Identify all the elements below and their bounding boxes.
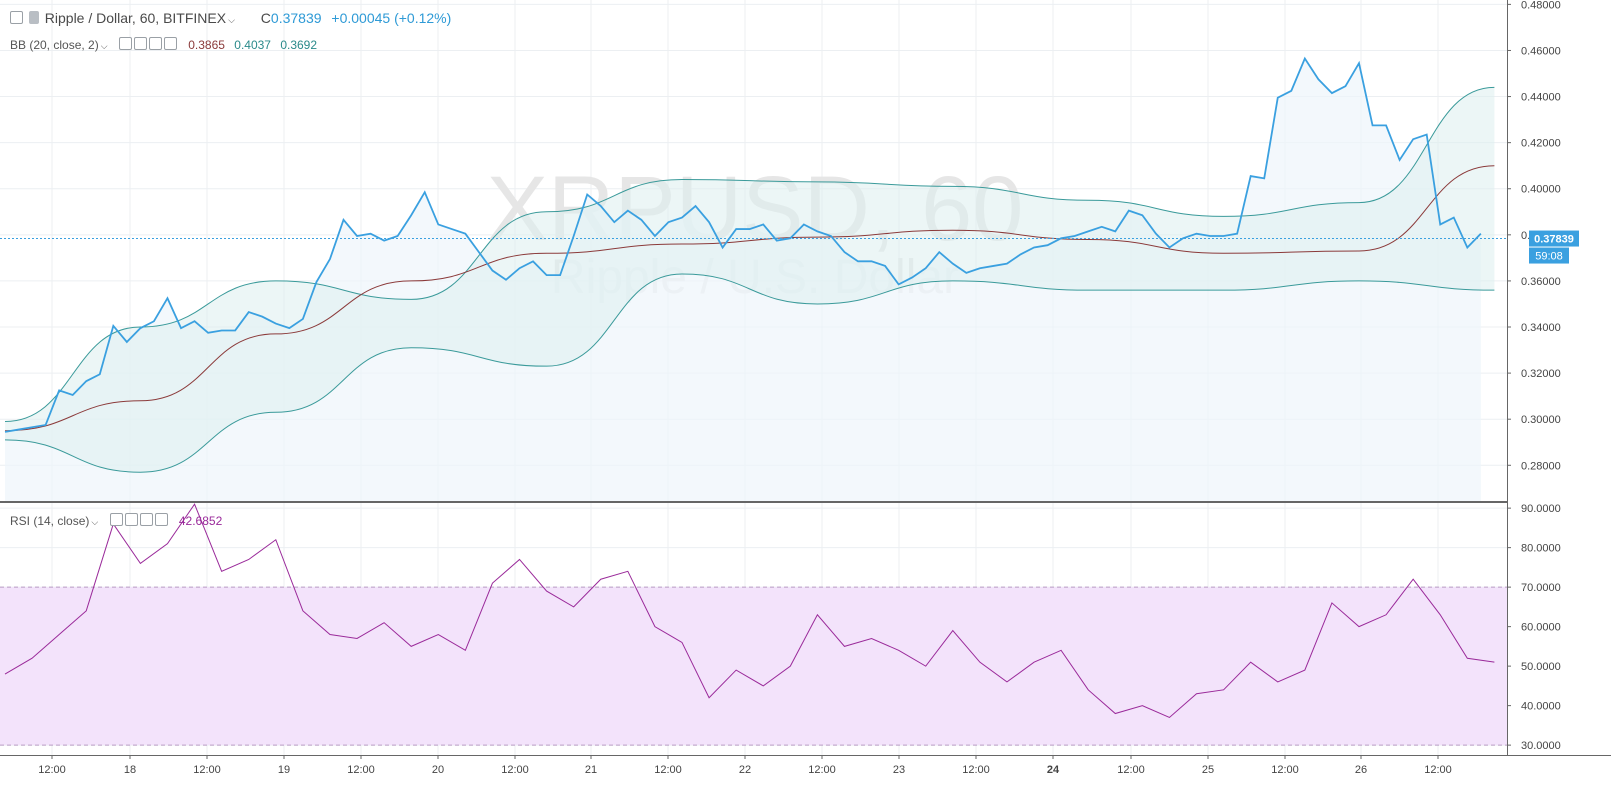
time-tick-label: 12:00	[654, 764, 682, 776]
rsi-legend: RSI (14, close) ⌵ 42.6852	[10, 513, 222, 528]
time-tick-label: 12:00	[347, 764, 375, 776]
countdown-badge	[1529, 247, 1569, 264]
price-tick-label: 0.42000	[1521, 138, 1561, 150]
price-tick-label: 0.36000	[1521, 276, 1561, 288]
price-tick-label: 0.48000	[1521, 0, 1561, 11]
time-tick-label: 12:00	[501, 764, 529, 776]
rsi-tick-label: 40.0000	[1521, 701, 1561, 713]
time-tick-label: 12:00	[38, 764, 66, 776]
time-tick-label: 25	[1202, 764, 1214, 776]
bb-lower-line	[4, 273, 1495, 473]
rsi-tick-label: 60.0000	[1521, 622, 1561, 634]
rsi-tick-label: 50.0000	[1521, 661, 1561, 673]
bb-basis-value: 0.3865	[188, 38, 225, 52]
settings-icon[interactable]	[133, 37, 147, 50]
time-tick-label: 12:00	[1117, 764, 1145, 776]
time-tick-label: 12:00	[1271, 764, 1299, 776]
last-price-badge	[1529, 230, 1579, 247]
price-prefix: C	[260, 10, 271, 26]
bb-label[interactable]: BB (20, close, 2)	[10, 38, 99, 52]
rsi-tick-label: 70.0000	[1521, 582, 1561, 594]
more-icon[interactable]	[148, 37, 162, 50]
rsi-band	[0, 587, 1507, 746]
time-tick-label: 19	[278, 764, 290, 776]
countdown-badge-label: 59:08	[1535, 251, 1563, 263]
symbol-header: Ripple / Dollar, 60, BITFINEX ⌵ C0.37839 …	[10, 10, 451, 26]
rsi-line	[4, 503, 1495, 719]
price-tick-label: 0.34000	[1521, 322, 1561, 334]
symbol-title[interactable]: Ripple / Dollar, 60, BITFINEX	[44, 10, 227, 26]
close-icon[interactable]	[154, 513, 168, 526]
eye-icon[interactable]	[109, 513, 123, 526]
rsi-value: 42.6852	[178, 514, 223, 528]
time-tick-label: 12:00	[1424, 764, 1452, 776]
time-tick-label: 22	[739, 764, 751, 776]
time-tick-label: 12:00	[962, 764, 990, 776]
bb-upper-line	[4, 86, 1495, 422]
bb-legend: BB (20, close, 2) ⌵ 0.3865 0.4037 0.3692	[10, 37, 317, 52]
price-tick-label: 0.44000	[1521, 92, 1561, 104]
more-icon[interactable]	[139, 513, 153, 526]
chevron-down-icon[interactable]: ⌵	[100, 41, 108, 51]
chevron-down-icon[interactable]: ⌵	[228, 15, 235, 25]
bb-lower-value: 0.3692	[280, 38, 318, 52]
collapse-icon[interactable]	[10, 11, 23, 24]
time-tick-label: 12:00	[808, 764, 836, 776]
price-tick-label: 0.30000	[1521, 414, 1561, 426]
last-price: 0.37839	[270, 10, 322, 26]
price-tick-label: 0.28000	[1521, 460, 1561, 472]
price-tick-label: 0.46000	[1521, 45, 1561, 57]
eye-icon[interactable]	[118, 37, 132, 50]
rsi-label[interactable]: RSI (14, close)	[10, 514, 90, 528]
symbol-flag-icon	[28, 11, 39, 24]
price-line	[4, 56, 1482, 433]
bb-basis-line	[4, 165, 1495, 432]
bb-upper-value: 0.4037	[234, 38, 271, 52]
time-tick-label: 21	[585, 764, 597, 776]
time-tick-label: 26	[1355, 764, 1367, 776]
price-tick-label: 0.40000	[1521, 184, 1561, 196]
last-price-badge-label: 0.37839	[1534, 234, 1574, 246]
close-icon[interactable]	[163, 37, 177, 50]
chevron-down-icon[interactable]: ⌵	[91, 517, 99, 527]
time-tick-label: 20	[432, 764, 444, 776]
time-tick-label: 12:00	[193, 764, 221, 776]
rsi-tick-label: 30.0000	[1521, 740, 1561, 752]
time-tick-label: 18	[124, 764, 136, 776]
bb-band-fill	[5, 87, 1495, 473]
rsi-tick-label: 80.0000	[1521, 543, 1561, 555]
settings-icon[interactable]	[124, 513, 138, 526]
price-change: +0.00045 (+0.12%)	[331, 10, 452, 26]
pane-separator	[0, 501, 1507, 503]
price-tick-label: 0.32000	[1521, 368, 1561, 380]
time-tick-label: 23	[893, 764, 905, 776]
time-tick-label: 24	[1047, 764, 1060, 776]
rsi-tick-label: 90.0000	[1521, 503, 1561, 515]
